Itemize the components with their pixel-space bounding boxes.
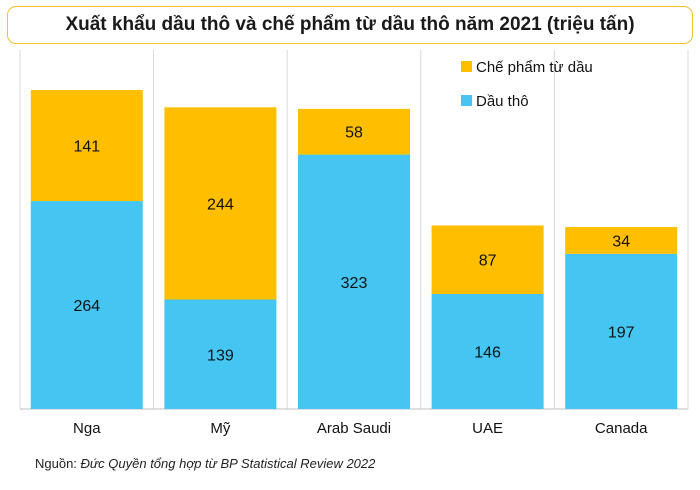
chart-title-box: Xuất khẩu dầu thô và chế phẩm từ dầu thô… (7, 6, 693, 44)
data-label: 58 (345, 125, 363, 142)
data-label: 87 (479, 253, 497, 270)
data-label: 264 (73, 298, 100, 315)
x-tick-label: Nga (73, 420, 101, 437)
bar-crude (30, 201, 143, 409)
bar-products (565, 227, 678, 254)
x-tick-label: Canada (595, 420, 648, 437)
bar-crude (431, 294, 544, 409)
chart-title: Xuất khẩu dầu thô và chế phẩm từ dầu thô… (65, 14, 635, 35)
data-label: 139 (207, 347, 234, 364)
x-tick-label: UAE (472, 420, 503, 437)
data-label: 323 (341, 275, 368, 292)
legend-label: Dầu thô (476, 93, 529, 110)
x-tick-label: Mỹ (210, 420, 230, 437)
bar-crude (164, 299, 277, 409)
source-text: Đức Quyền tổng hợp từ BP Statistical Rev… (80, 456, 376, 471)
data-label: 197 (608, 324, 635, 341)
bar-products (298, 108, 410, 155)
data-label: 34 (612, 233, 630, 250)
data-label: 244 (207, 196, 234, 213)
bar-crude (565, 253, 678, 409)
source-note: Nguồn: Đức Quyền tổng hợp từ BP Statisti… (35, 456, 375, 471)
source-prefix: Nguồn: (35, 456, 77, 471)
legend-swatch (461, 95, 472, 106)
bar-products (30, 90, 143, 202)
bar-products (164, 107, 277, 300)
bar-crude (298, 154, 410, 409)
legend-label: Chế phẩm từ dầu (476, 59, 593, 76)
x-tick-label: Arab Saudi (317, 420, 391, 437)
bar-products (431, 225, 544, 295)
legend-swatch (461, 61, 472, 72)
data-label: 146 (474, 345, 501, 362)
data-label: 141 (73, 139, 100, 156)
